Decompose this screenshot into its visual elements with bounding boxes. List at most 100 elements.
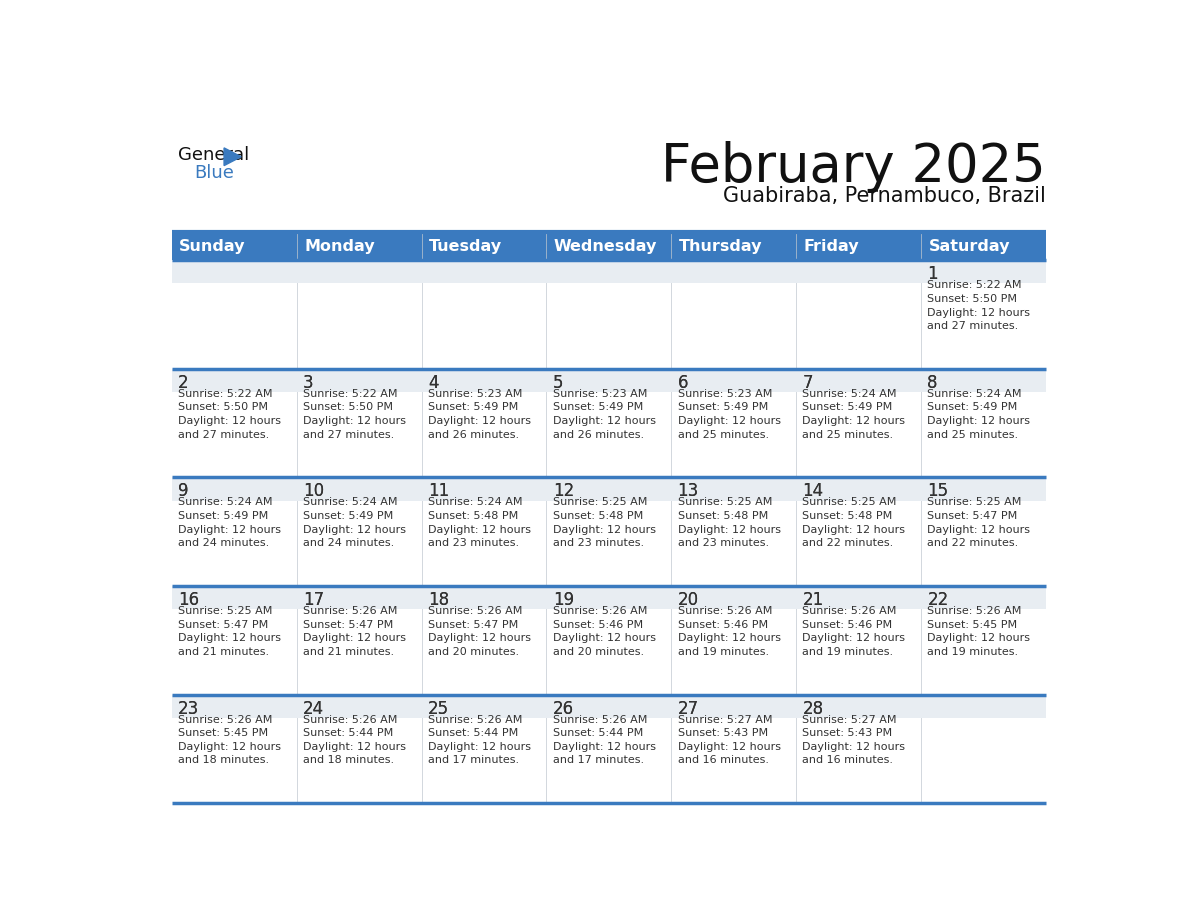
Text: 15: 15	[928, 483, 948, 500]
Bar	[422, 261, 546, 284]
Text: Sunday: Sunday	[179, 239, 246, 253]
Text: Guabiraba, Pernambuco, Brazil: Guabiraba, Pernambuco, Brazil	[723, 185, 1045, 206]
Bar	[921, 477, 1045, 586]
Text: Sunrise: 5:26 AM
Sunset: 5:44 PM
Daylight: 12 hours
and 18 minutes.: Sunrise: 5:26 AM Sunset: 5:44 PM Dayligh…	[303, 714, 406, 766]
Text: 1: 1	[928, 265, 939, 284]
Bar	[546, 477, 671, 500]
Text: 7: 7	[802, 374, 813, 392]
Text: 4: 4	[428, 374, 438, 392]
Bar	[422, 695, 546, 718]
Text: Sunrise: 5:24 AM
Sunset: 5:49 PM
Daylight: 12 hours
and 25 minutes.: Sunrise: 5:24 AM Sunset: 5:49 PM Dayligh…	[928, 389, 1030, 440]
Bar	[796, 695, 921, 718]
Bar	[671, 695, 796, 803]
Text: 12: 12	[552, 483, 574, 500]
Bar	[172, 261, 297, 284]
Text: 12: 12	[552, 483, 574, 500]
Bar	[297, 477, 422, 586]
Bar	[546, 232, 671, 261]
Text: Sunrise: 5:22 AM
Sunset: 5:50 PM
Daylight: 12 hours
and 27 minutes.: Sunrise: 5:22 AM Sunset: 5:50 PM Dayligh…	[928, 280, 1030, 331]
Text: 26: 26	[552, 700, 574, 718]
Text: 5: 5	[552, 374, 563, 392]
Text: Sunrise: 5:24 AM
Sunset: 5:49 PM
Daylight: 12 hours
and 25 minutes.: Sunrise: 5:24 AM Sunset: 5:49 PM Dayligh…	[802, 389, 905, 440]
Bar	[172, 261, 297, 369]
Bar	[671, 477, 796, 500]
Bar	[297, 369, 422, 477]
Text: 9: 9	[178, 483, 189, 500]
Bar	[796, 586, 921, 695]
Bar	[422, 369, 546, 477]
Text: Sunrise: 5:24 AM
Sunset: 5:49 PM
Daylight: 12 hours
and 24 minutes.: Sunrise: 5:24 AM Sunset: 5:49 PM Dayligh…	[303, 498, 406, 548]
Bar	[172, 369, 297, 477]
Text: Sunrise: 5:27 AM
Sunset: 5:43 PM
Daylight: 12 hours
and 16 minutes.: Sunrise: 5:27 AM Sunset: 5:43 PM Dayligh…	[802, 714, 905, 766]
Text: Sunrise: 5:26 AM
Sunset: 5:44 PM
Daylight: 12 hours
and 17 minutes.: Sunrise: 5:26 AM Sunset: 5:44 PM Dayligh…	[428, 714, 531, 766]
Bar	[921, 695, 1045, 718]
Text: Sunrise: 5:23 AM
Sunset: 5:49 PM
Daylight: 12 hours
and 25 minutes.: Sunrise: 5:23 AM Sunset: 5:49 PM Dayligh…	[677, 389, 781, 440]
Text: 14: 14	[802, 483, 823, 500]
Text: 20: 20	[677, 591, 699, 609]
Bar	[796, 586, 921, 610]
Text: Sunrise: 5:26 AM
Sunset: 5:44 PM
Daylight: 12 hours
and 17 minutes.: Sunrise: 5:26 AM Sunset: 5:44 PM Dayligh…	[552, 714, 656, 766]
Bar	[796, 369, 921, 477]
Text: 28: 28	[802, 700, 823, 718]
Text: 13: 13	[677, 483, 699, 500]
Text: 4: 4	[428, 374, 438, 392]
Text: 18: 18	[428, 591, 449, 609]
Bar	[671, 369, 796, 477]
Bar	[422, 695, 546, 803]
Text: 21: 21	[802, 591, 823, 609]
Text: Sunrise: 5:26 AM
Sunset: 5:46 PM
Daylight: 12 hours
and 20 minutes.: Sunrise: 5:26 AM Sunset: 5:46 PM Dayligh…	[552, 606, 656, 657]
Text: Sunrise: 5:27 AM
Sunset: 5:43 PM
Daylight: 12 hours
and 16 minutes.: Sunrise: 5:27 AM Sunset: 5:43 PM Dayligh…	[677, 714, 781, 766]
Bar	[796, 695, 921, 803]
Bar	[921, 477, 1045, 500]
Text: Sunrise: 5:26 AM
Sunset: 5:47 PM
Daylight: 12 hours
and 20 minutes.: Sunrise: 5:26 AM Sunset: 5:47 PM Dayligh…	[428, 606, 531, 657]
Bar	[297, 695, 422, 803]
Bar	[921, 232, 1045, 261]
Text: Sunrise: 5:25 AM
Sunset: 5:47 PM
Daylight: 12 hours
and 21 minutes.: Sunrise: 5:25 AM Sunset: 5:47 PM Dayligh…	[178, 606, 282, 657]
Text: 5: 5	[552, 374, 563, 392]
Bar	[422, 586, 546, 610]
Text: 18: 18	[428, 591, 449, 609]
Text: 27: 27	[677, 700, 699, 718]
Bar	[297, 586, 422, 695]
Bar	[297, 232, 422, 261]
Bar	[921, 586, 1045, 695]
Text: Monday: Monday	[304, 239, 374, 253]
Text: 17: 17	[303, 591, 324, 609]
Text: 13: 13	[677, 483, 699, 500]
Bar	[297, 261, 422, 369]
Text: 6: 6	[677, 374, 688, 392]
Text: Sunrise: 5:25 AM
Sunset: 5:47 PM
Daylight: 12 hours
and 22 minutes.: Sunrise: 5:25 AM Sunset: 5:47 PM Dayligh…	[928, 498, 1030, 548]
Text: Sunrise: 5:26 AM
Sunset: 5:46 PM
Daylight: 12 hours
and 19 minutes.: Sunrise: 5:26 AM Sunset: 5:46 PM Dayligh…	[677, 606, 781, 657]
Bar	[172, 695, 297, 803]
Bar	[796, 261, 921, 284]
Text: 6: 6	[677, 374, 688, 392]
Bar	[671, 369, 796, 392]
Bar	[921, 261, 1045, 284]
Text: Sunrise: 5:22 AM
Sunset: 5:50 PM
Daylight: 12 hours
and 27 minutes.: Sunrise: 5:22 AM Sunset: 5:50 PM Dayligh…	[303, 389, 406, 440]
Bar	[422, 261, 546, 369]
Text: 11: 11	[428, 483, 449, 500]
Text: 10: 10	[303, 483, 324, 500]
Text: Blue: Blue	[194, 164, 234, 183]
Text: 21: 21	[802, 591, 823, 609]
Bar	[172, 369, 297, 392]
Text: 10: 10	[303, 483, 324, 500]
Text: General: General	[178, 146, 249, 163]
Text: 8: 8	[928, 374, 937, 392]
Bar	[546, 695, 671, 718]
Bar	[297, 586, 422, 610]
Bar	[796, 369, 921, 392]
Text: Sunrise: 5:24 AM
Sunset: 5:48 PM
Daylight: 12 hours
and 23 minutes.: Sunrise: 5:24 AM Sunset: 5:48 PM Dayligh…	[428, 498, 531, 548]
Bar	[921, 261, 1045, 369]
Bar	[172, 695, 297, 718]
Bar	[921, 586, 1045, 610]
Text: 24: 24	[303, 700, 324, 718]
Text: Thursday: Thursday	[678, 239, 763, 253]
Bar	[546, 586, 671, 610]
Text: 14: 14	[802, 483, 823, 500]
Text: 23: 23	[178, 700, 200, 718]
Bar	[546, 586, 671, 695]
Bar	[921, 369, 1045, 477]
Text: 2: 2	[178, 374, 189, 392]
Text: Sunrise: 5:26 AM
Sunset: 5:45 PM
Daylight: 12 hours
and 19 minutes.: Sunrise: 5:26 AM Sunset: 5:45 PM Dayligh…	[928, 606, 1030, 657]
